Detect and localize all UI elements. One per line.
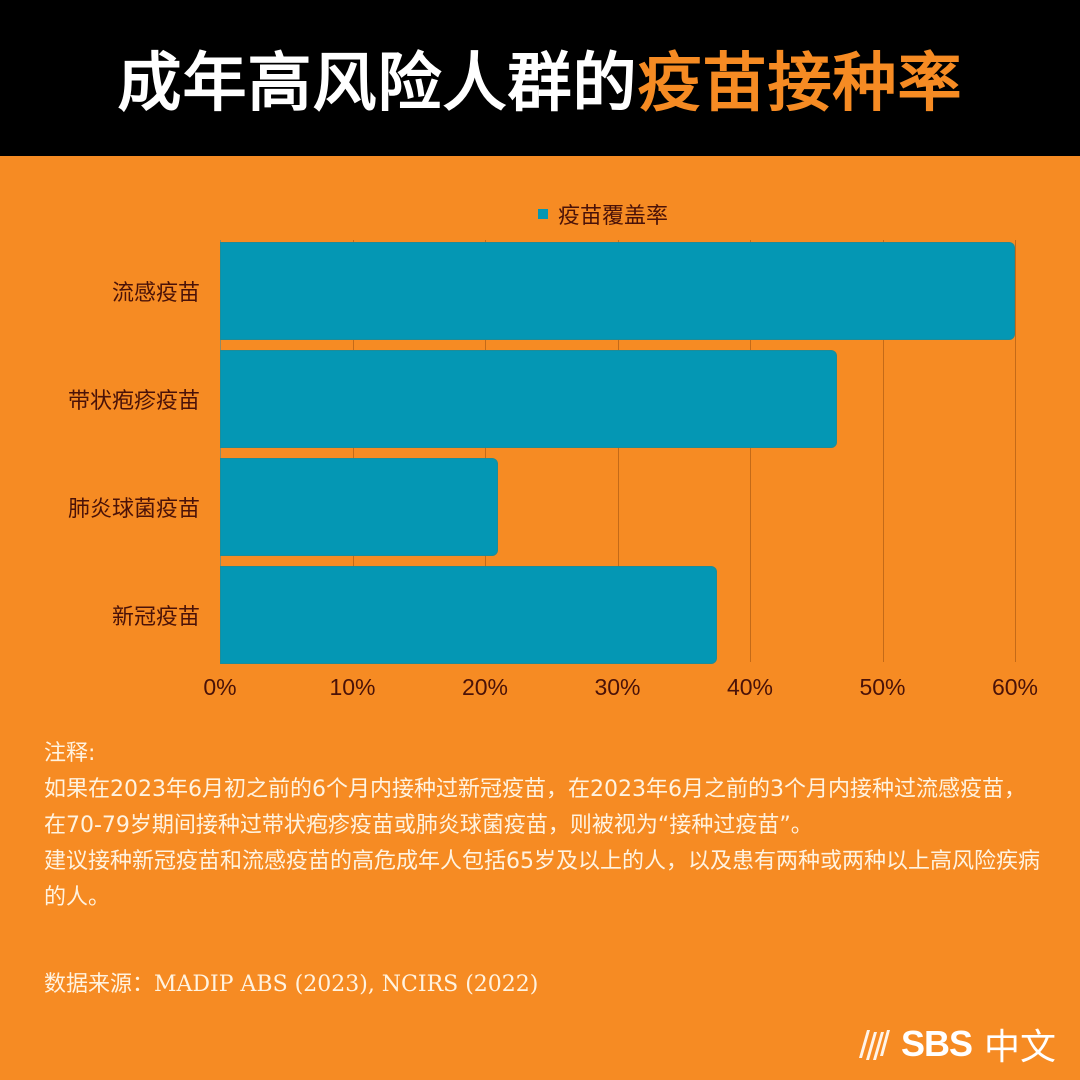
gridline xyxy=(617,240,619,662)
bar xyxy=(220,566,717,664)
logo-language: 中文 xyxy=(984,1027,1057,1068)
title-banner: 成年高风险人群的疫苗接种率 xyxy=(0,0,1080,156)
notes-paragraph-2: 建议接种新冠疫苗和流感疫苗的高危成年人包括65岁及以上的人，以及患有两种或两种以… xyxy=(44,849,1040,910)
logo-brand: SBS xyxy=(901,1023,973,1064)
chart-legend: 疫苗覆盖率 xyxy=(538,198,668,230)
x-tick-label: 30% xyxy=(594,674,641,700)
bar xyxy=(220,458,499,556)
legend-label: 疫苗覆盖率 xyxy=(558,204,669,229)
notes-paragraph-1: 如果在2023年6月初之前的6个月内接种过新冠疫苗，在2023年6月之前的3个月… xyxy=(44,777,1026,838)
x-tick-label: 50% xyxy=(859,674,906,700)
x-tick-label: 40% xyxy=(726,674,774,700)
gridline xyxy=(1015,240,1016,662)
category-label: 带状疱疹疫苗 xyxy=(67,389,200,414)
x-tick-label: 60% xyxy=(991,674,1039,700)
sbs-wave-icon xyxy=(859,1030,890,1060)
sbs-logo: SBS 中文 xyxy=(855,1018,1056,1070)
bar xyxy=(220,350,838,448)
bar-chart-plot-area xyxy=(220,240,1016,664)
gridline xyxy=(750,240,751,662)
bar xyxy=(220,242,1015,340)
category-label: 新冠疫苗 xyxy=(111,605,200,630)
page-title: 成年高风险人群的疫苗接种率 xyxy=(118,32,963,124)
gridline xyxy=(485,240,486,662)
gridline xyxy=(352,240,354,662)
y-axis-line xyxy=(220,240,221,662)
category-label: 流感疫苗 xyxy=(111,281,200,306)
x-tick-label: 0% xyxy=(203,674,237,700)
legend-swatch-icon xyxy=(538,209,548,219)
notes-heading: 注释: xyxy=(44,741,96,766)
data-source: 数据来源：MADIP ABS (2023), NCIRS (2022) xyxy=(44,972,539,997)
notes-section: 注释: 如果在2023年6月初之前的6个月内接种过新冠疫苗，在2023年6月之前… xyxy=(44,736,1044,916)
gridline xyxy=(882,240,884,662)
x-tick-label: 10% xyxy=(329,674,376,700)
title-main: 成年高风险人群的 xyxy=(117,46,638,121)
x-tick-label: 20% xyxy=(461,674,509,700)
category-label: 肺炎球菌疫苗 xyxy=(67,497,200,522)
title-accent: 疫苗接种率 xyxy=(637,46,963,121)
